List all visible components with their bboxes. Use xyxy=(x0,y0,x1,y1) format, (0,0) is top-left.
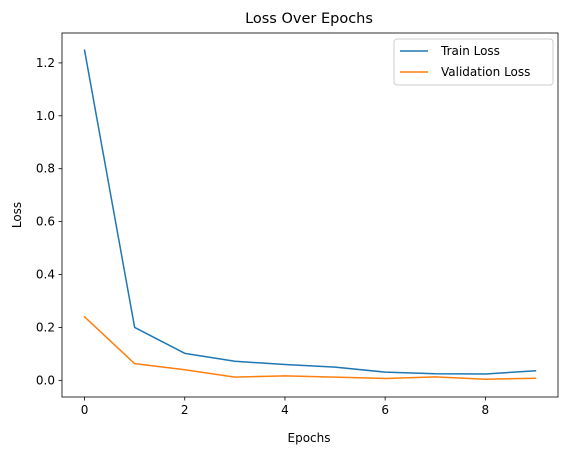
x-axis-label: Epochs xyxy=(288,431,331,445)
y-tick-label: 0.0 xyxy=(36,373,55,387)
y-tick-label: 0.4 xyxy=(36,268,55,282)
legend-box xyxy=(393,38,554,86)
series-layer xyxy=(83,49,537,381)
x-tick-label: 2 xyxy=(181,403,189,417)
legend-label-train-loss: Train Loss xyxy=(440,44,500,58)
y-tick-label: 0.8 xyxy=(36,162,55,176)
x-axis-ticks: 0 2 4 6 8 xyxy=(81,397,489,417)
plot-frame xyxy=(61,32,559,398)
series-line-train-loss xyxy=(83,49,537,375)
x-tick-label: 0 xyxy=(81,403,89,417)
x-tick-label: 6 xyxy=(381,403,389,417)
y-axis-ticks: 0.0 0.2 0.4 0.6 0.8 1.0 1.2 xyxy=(36,56,62,387)
y-tick-label: 0.2 xyxy=(36,320,55,334)
x-tick-label: 4 xyxy=(281,403,289,417)
y-tick-label: 0.6 xyxy=(36,215,55,229)
series-line-validation-loss xyxy=(83,315,537,381)
x-tick-label: 8 xyxy=(482,403,490,417)
chart-title: Loss Over Epochs xyxy=(245,11,373,27)
y-tick-label: 1.2 xyxy=(36,56,55,70)
y-tick-label: 1.0 xyxy=(36,109,55,123)
legend: Train Loss Validation Loss xyxy=(393,38,554,86)
y-axis-label: Loss xyxy=(10,202,24,228)
legend-label-validation-loss: Validation Loss xyxy=(441,65,530,79)
